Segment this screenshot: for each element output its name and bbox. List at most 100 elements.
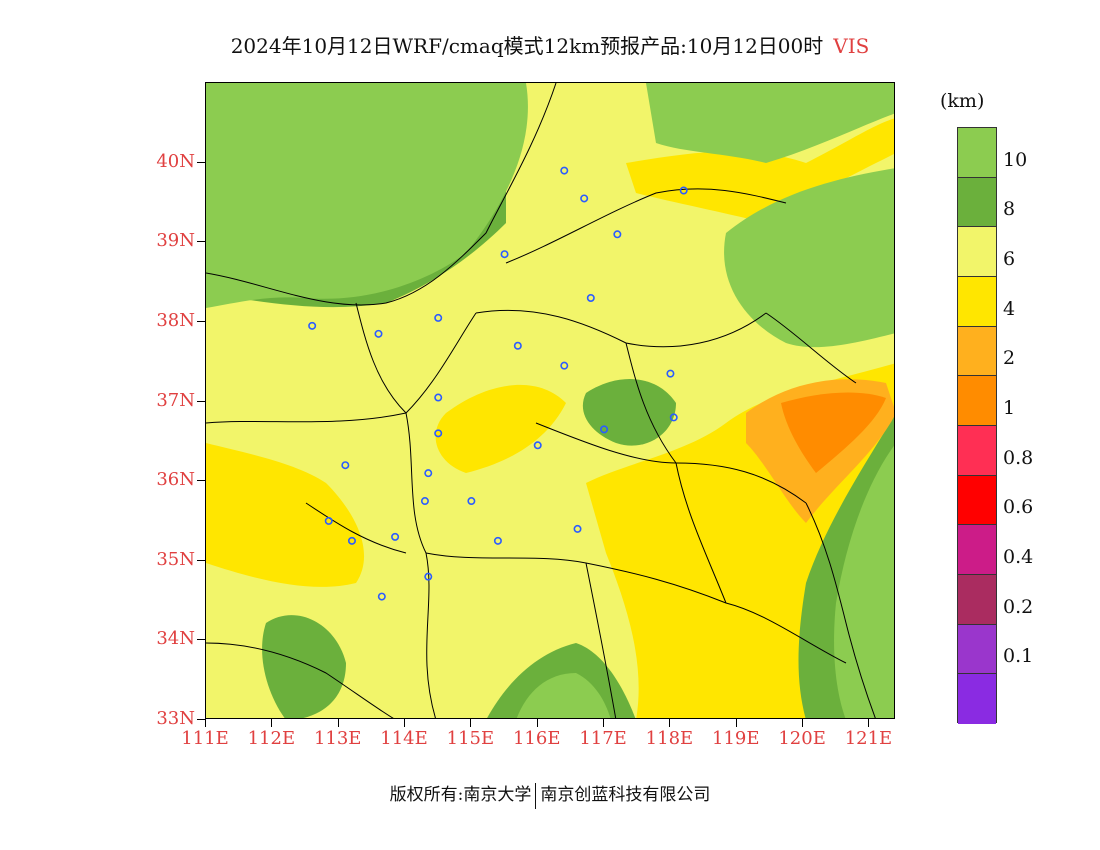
- lon-tick-label: 119E: [712, 728, 760, 749]
- vis-band-8-10-center: [582, 379, 676, 446]
- lat-tick: [197, 161, 205, 163]
- visibility-fill-layers: [206, 83, 894, 718]
- colorbar-label: 1: [1003, 397, 1016, 419]
- province-border: [675, 462, 727, 604]
- colorbar: [957, 127, 997, 724]
- province-border: [206, 642, 394, 718]
- station-marker: [434, 429, 443, 438]
- lon-tick-label: 111E: [181, 728, 229, 749]
- lat-tick-label: 40N: [156, 150, 195, 172]
- vis-band-gt10-south: [516, 673, 611, 718]
- station-marker: [324, 516, 333, 525]
- station-marker: [341, 461, 350, 470]
- title-variable: VIS: [833, 34, 870, 58]
- lon-tick-label: 113E: [313, 728, 362, 749]
- lat-tick-label: 37N: [156, 389, 195, 411]
- lon-tick: [470, 719, 472, 727]
- station-marker: [500, 250, 509, 259]
- lon-tick: [802, 719, 804, 727]
- colorbar-label: 4: [1003, 297, 1016, 320]
- station-marker: [374, 329, 383, 338]
- lon-tick: [337, 719, 339, 727]
- colorbar-swatch: [958, 525, 996, 575]
- visibility-map: [205, 82, 895, 719]
- lon-tick: [271, 719, 273, 727]
- footer-left: 版权所有:南京大学: [389, 785, 532, 805]
- colorbar-unit: (km): [940, 90, 985, 112]
- colorbar-label: 10: [1003, 148, 1028, 171]
- colorbar-label: 0.1: [1003, 645, 1034, 668]
- station-marker: [533, 441, 542, 450]
- province-border: [505, 188, 787, 264]
- vis-band-4-6-west: [206, 443, 365, 587]
- station-marker: [467, 497, 476, 506]
- colorbar-swatch: [958, 326, 996, 377]
- vis-band-gt10-northeast: [646, 83, 894, 163]
- vis-band-1-2-shandong: [781, 392, 886, 473]
- station-marker: [513, 341, 522, 350]
- station-marker: [600, 425, 609, 434]
- colorbar-swatch: [958, 177, 996, 228]
- province-border: [355, 302, 407, 414]
- province-border: [625, 342, 677, 464]
- colorbar-swatch: [958, 624, 996, 675]
- vis-band-4-6-north: [626, 118, 894, 223]
- colorbar-swatch: [958, 475, 996, 526]
- station-marker: [586, 293, 595, 302]
- station-marker: [493, 536, 502, 545]
- lat-tick-label: 38N: [156, 309, 195, 331]
- lat-tick: [197, 320, 205, 322]
- station-marker: [573, 524, 582, 533]
- lon-tick: [536, 719, 538, 727]
- lon-tick: [603, 719, 605, 727]
- monitoring-stations: [308, 166, 688, 601]
- province-border: [305, 502, 407, 554]
- chart-title: 2024年10月12日WRF/cmaq模式12km预报产品:10月12日00时 V…: [0, 30, 1100, 59]
- lat-tick: [197, 400, 205, 402]
- vis-band-4-6-central: [435, 384, 566, 473]
- colorbar-label: 2: [1003, 347, 1016, 370]
- colorbar-swatch: [958, 128, 996, 178]
- province-border: [805, 502, 876, 718]
- lon-tick-label: 118E: [645, 728, 694, 749]
- lon-tick-label: 117E: [579, 728, 627, 749]
- lon-tick-label: 116E: [512, 728, 561, 749]
- province-border: [765, 312, 857, 384]
- station-marker: [347, 536, 356, 545]
- lat-tick: [197, 241, 205, 243]
- station-marker: [666, 369, 675, 378]
- province-border: [585, 562, 617, 718]
- lat-tick: [197, 480, 205, 482]
- province-border: [425, 552, 847, 664]
- footer-right: 南京创蓝科技有限公司: [540, 785, 711, 805]
- station-marker: [424, 469, 433, 478]
- station-marker: [424, 572, 433, 581]
- station-marker: [560, 361, 569, 370]
- station-marker: [434, 313, 443, 322]
- lon-tick-label: 120E: [778, 728, 826, 749]
- colorbar-swatch: [958, 376, 996, 426]
- colorbar-swatch: [958, 674, 996, 724]
- copyright-footer: 版权所有:南京大学 南京创蓝科技有限公司: [0, 780, 1100, 809]
- vis-band-8-10-sw: [262, 615, 346, 718]
- province-border: [206, 312, 477, 424]
- lon-tick: [669, 719, 671, 727]
- colorbar-swatch: [958, 227, 996, 277]
- lon-tick: [404, 719, 406, 727]
- lat-tick-label: 33N: [156, 708, 195, 729]
- province-border: [206, 83, 557, 306]
- lon-tick-label: 112E: [247, 728, 296, 749]
- station-marker: [679, 186, 688, 195]
- footer-separator: [535, 782, 537, 809]
- lat-tick: [197, 559, 205, 561]
- colorbar-swatch: [958, 277, 996, 327]
- lat-tick-label: 39N: [156, 230, 195, 252]
- colorbar-label: 0.2: [1003, 595, 1034, 618]
- station-marker: [580, 194, 589, 203]
- station-marker: [669, 413, 678, 422]
- station-marker: [308, 321, 317, 330]
- colorbar-label: 0.6: [1003, 496, 1034, 519]
- colorbar-swatch: [958, 426, 996, 476]
- vis-band-gt10-yellowsea: [834, 445, 894, 718]
- lon-tick-label: 115E: [446, 728, 495, 749]
